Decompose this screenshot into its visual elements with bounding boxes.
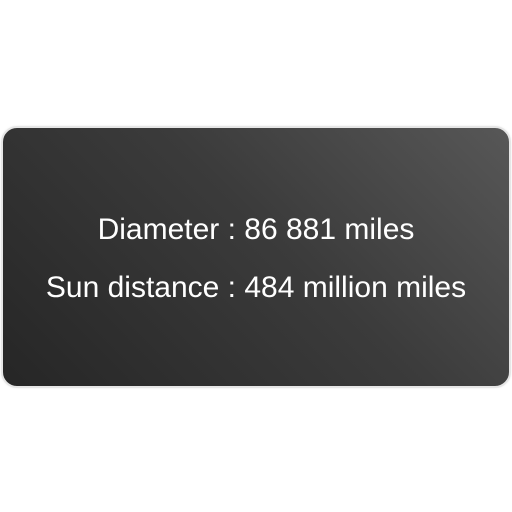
info-card: Diameter : 86 881 miles Sun distance : 4…	[1, 126, 511, 388]
diameter-text: Diameter : 86 881 miles	[97, 213, 415, 246]
sun-distance-text: Sun distance : 484 million miles	[45, 271, 467, 304]
